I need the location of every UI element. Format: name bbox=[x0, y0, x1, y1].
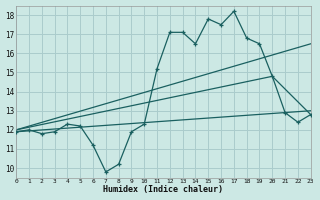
X-axis label: Humidex (Indice chaleur): Humidex (Indice chaleur) bbox=[103, 185, 223, 194]
